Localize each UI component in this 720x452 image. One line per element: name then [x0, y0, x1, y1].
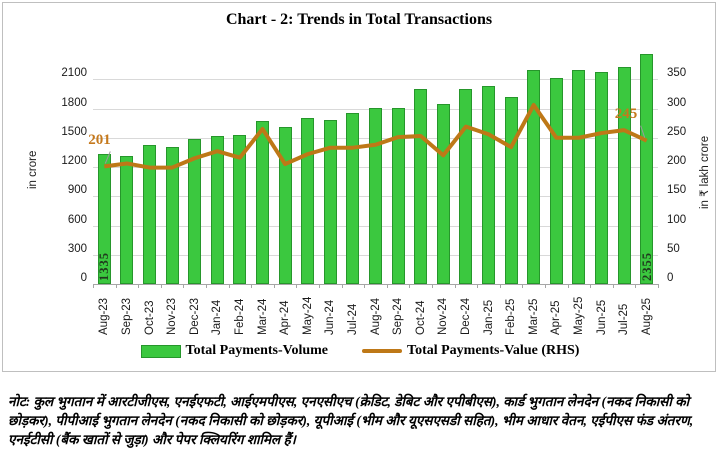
legend-item-value: Total Payments-Value (RHS)	[362, 343, 579, 359]
legend-volume-label: Total Payments-Volume	[185, 343, 329, 358]
x-axis-tick	[545, 284, 546, 288]
right-axis-tick-label: 150	[667, 184, 687, 197]
x-axis-line	[93, 284, 658, 285]
right-axis-tick-label: 200	[667, 155, 687, 167]
x-axis-tick	[319, 284, 320, 288]
x-axis-tick	[477, 284, 479, 288]
annotation-leader-line	[640, 125, 646, 138]
bar-Aug-24	[369, 108, 382, 284]
x-axis-tick	[183, 284, 185, 288]
first-bar-value-label: 1335	[97, 252, 112, 281]
bar-Apr-25	[549, 77, 563, 284]
x-axis-tick	[499, 284, 501, 288]
right-axis-tick-label: 0	[667, 272, 674, 284]
legend: Total Payments-Volume Total Payments-Val…	[3, 343, 717, 359]
bar-Jul-24	[346, 113, 360, 284]
right-axis-tick-label: 50	[667, 242, 680, 255]
x-axis-tick	[364, 284, 366, 288]
bar-Mar-24	[256, 121, 269, 284]
bar-Dec-24	[459, 89, 473, 284]
bar-May-25	[572, 69, 586, 284]
x-axis-tick	[93, 284, 94, 288]
bar-Jul-25	[617, 67, 631, 284]
bar-Jun-24	[323, 120, 337, 284]
left-axis-tick-label: 1200	[61, 155, 87, 167]
bar-Feb-24	[233, 135, 247, 284]
bar-Dec-23	[188, 139, 202, 284]
value-line	[104, 102, 648, 170]
x-axis-tick	[115, 284, 117, 288]
x-axis-tick	[341, 284, 343, 288]
x-axis-tick	[138, 284, 140, 288]
bar-Jan-24	[210, 136, 224, 284]
value-line-layer	[104, 102, 648, 170]
x-axis-tick	[273, 284, 275, 288]
x-axis-tick	[251, 284, 253, 288]
plot-area: 0 0 300 50 600 100 900 150 1200 200 1500 250 1800 300…	[3, 3, 717, 373]
bar-Aug-25	[640, 54, 654, 284]
left-axis-tick-label: 0	[80, 272, 87, 284]
left-axis-tick-label: 2100	[61, 67, 87, 80]
bar-Sep-23	[120, 156, 134, 284]
legend-bar-swatch-icon	[140, 344, 181, 358]
bar-Nov-23	[165, 147, 179, 284]
chart-area: Chart - 2: Trends in Total Transactions …	[2, 2, 716, 372]
footnote: नोट: कुल भुगतान में आरटीजीएस, एनईएफटी, आ…	[8, 394, 694, 447]
bar-Sep-24	[391, 108, 405, 284]
line-end-value-label: 245	[614, 105, 638, 122]
bar-Jun-25	[595, 71, 608, 284]
chart-title: Chart - 2: Trends in Total Transactions	[225, 11, 493, 28]
left-axis-tick-label: 1500	[61, 125, 87, 138]
left-axis-tick-label: 300	[67, 242, 87, 255]
x-axis-tick	[658, 284, 659, 288]
x-axis-tick	[386, 284, 388, 288]
left-axis-tick-label: 600	[67, 213, 87, 226]
x-axis-tick	[409, 284, 411, 288]
gridline	[93, 79, 658, 81]
x-axis-tick	[590, 284, 592, 288]
left-axis-tick-label: 900	[67, 184, 87, 197]
right-axis-tick-label: 350	[667, 67, 687, 80]
legend-line-swatch-icon	[362, 349, 403, 353]
bar-Apr-24	[278, 126, 292, 284]
left-axis-tick-label: 1800	[61, 96, 87, 109]
bar-Oct-23	[143, 145, 156, 284]
x-axis-tick	[567, 284, 569, 288]
x-axis-tick	[228, 284, 230, 288]
legend-item-volume: Total Payments-Volume	[140, 343, 329, 359]
x-axis-tick	[206, 284, 207, 288]
legend-value-label: Total Payments-Value (RHS)	[407, 343, 580, 358]
bar-May-24	[301, 117, 315, 284]
bar-Mar-25	[527, 69, 541, 284]
x-axis-tick	[160, 284, 162, 288]
bar-Aug-23	[97, 153, 111, 284]
last-bar-value-label: 2355	[639, 252, 654, 281]
right-axis-tick-label: 250	[667, 125, 687, 138]
right-axis-tick-label: 300	[667, 96, 687, 109]
right-axis-tick-label: 100	[667, 213, 687, 226]
x-axis-tick	[612, 284, 614, 288]
x-axis-tick	[432, 284, 433, 288]
line-start-value-label: 201	[88, 132, 111, 149]
x-axis-tick	[296, 284, 298, 288]
annotation-leader-line	[104, 151, 111, 164]
x-axis-tick	[635, 284, 637, 288]
x-axis-tick	[522, 284, 524, 288]
x-axis-tick	[454, 284, 456, 288]
